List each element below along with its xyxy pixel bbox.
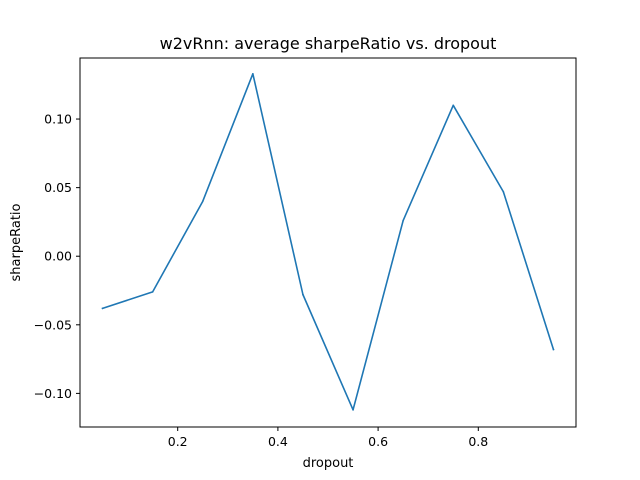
x-axis-ticks: 0.2 0.4 0.6 0.8 bbox=[168, 427, 488, 449]
y-axis-ticks: −0.10 −0.05 0.00 0.05 0.10 bbox=[34, 112, 80, 401]
plot-area bbox=[79, 57, 577, 428]
y-tick-label: 0.00 bbox=[44, 249, 72, 264]
data-point bbox=[402, 219, 404, 222]
series-line bbox=[101, 72, 555, 411]
chart-title: w2vRnn: average sharpeRatio vs. dropout bbox=[160, 34, 497, 53]
data-point bbox=[302, 293, 304, 296]
x-tick-label: 0.8 bbox=[468, 434, 488, 449]
x-tick-label: 0.6 bbox=[368, 434, 388, 449]
data-point bbox=[552, 348, 555, 351]
data-point bbox=[101, 307, 104, 310]
data-point bbox=[252, 72, 254, 75]
x-axis-label: dropout bbox=[303, 456, 354, 471]
data-point bbox=[201, 200, 204, 203]
data-point bbox=[452, 104, 455, 107]
x-tick-label: 0.2 bbox=[168, 434, 188, 449]
y-tick-label: 0.05 bbox=[44, 180, 72, 195]
plot-frame bbox=[79, 57, 577, 428]
x-tick-label: 0.4 bbox=[268, 434, 288, 449]
data-point bbox=[502, 190, 505, 193]
y-axis-label: sharpeRatio bbox=[9, 203, 24, 281]
data-point bbox=[151, 291, 154, 293]
y-tick-label: −0.10 bbox=[34, 386, 72, 401]
y-tick-label: 0.10 bbox=[44, 112, 72, 127]
data-point bbox=[352, 409, 354, 411]
y-tick-label: −0.05 bbox=[34, 317, 72, 332]
series-layer bbox=[101, 72, 555, 411]
